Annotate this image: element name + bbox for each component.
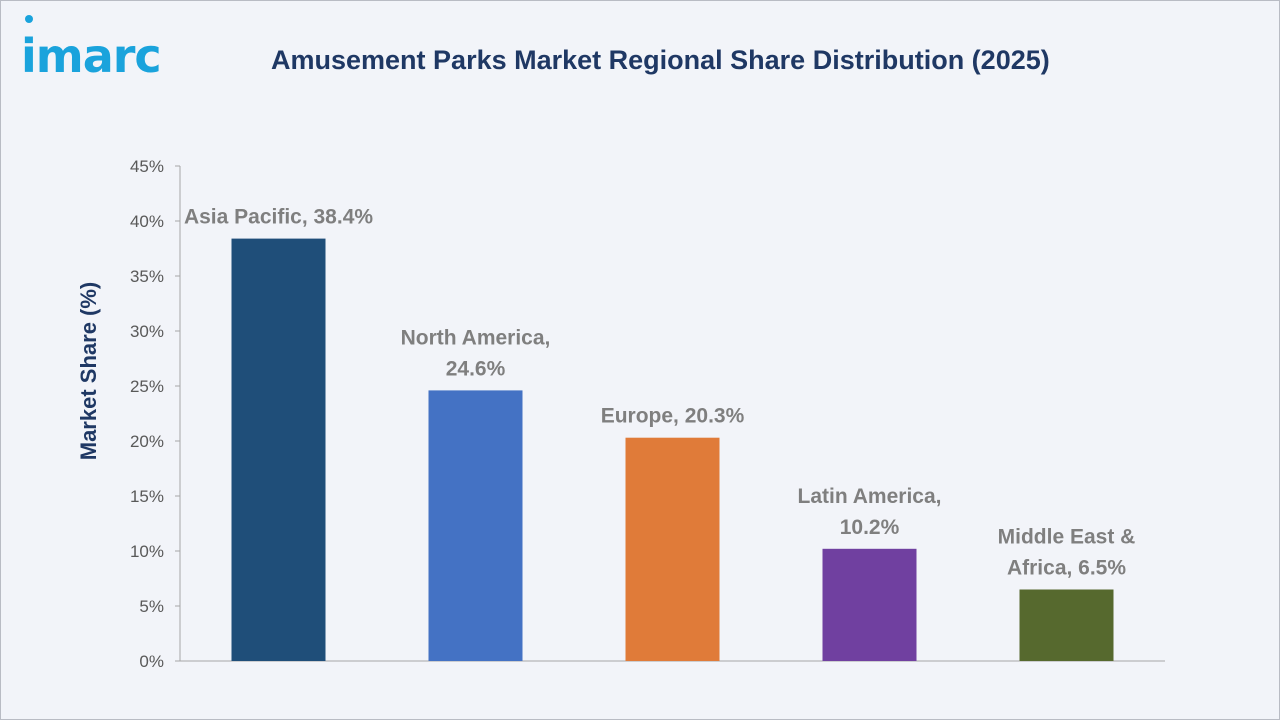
bar-middle-east-africa: [1019, 589, 1114, 661]
data-label: 10.2%: [840, 516, 900, 539]
y-tick-label: 30%: [130, 322, 164, 341]
y-tick-label: 20%: [130, 432, 164, 451]
y-tick-label: 0%: [139, 652, 164, 671]
y-tick-label: 40%: [130, 212, 164, 231]
y-tick-label: 15%: [130, 487, 164, 506]
bar-europe: [625, 437, 720, 661]
data-label: 24.6%: [446, 357, 506, 380]
y-axis-label: Market Share (%): [76, 282, 101, 461]
data-label: Asia Pacific, 38.4%: [184, 206, 373, 229]
imarc-logo: imarc: [21, 29, 162, 83]
chart-title: Amusement Parks Market Regional Share Di…: [271, 45, 1050, 75]
bar-latin-america: [822, 548, 917, 661]
data-label: Europe, 20.3%: [601, 405, 745, 428]
chart-bars: [231, 238, 1114, 661]
chart-axes: 0% 5% 10% 15% 20% 25% 30% 35% 40% 45%: [130, 157, 1165, 671]
y-tick-label: 10%: [130, 542, 164, 561]
data-label: Africa, 6.5%: [1007, 557, 1126, 580]
bar-asia-pacific: [231, 238, 326, 661]
bar-north-america: [428, 390, 523, 661]
data-label: Latin America,: [798, 485, 942, 508]
data-label: Middle East &: [998, 526, 1136, 549]
y-tick-label: 35%: [130, 267, 164, 286]
y-tick-label: 45%: [130, 157, 164, 176]
logo-dot: [25, 15, 33, 23]
data-label: North America,: [401, 326, 551, 349]
chart-data-labels: Asia Pacific, 38.4% North America, 24.6% Eu…: [184, 206, 1135, 580]
y-tick-label: 5%: [139, 597, 164, 616]
y-tick-label: 25%: [130, 377, 164, 396]
